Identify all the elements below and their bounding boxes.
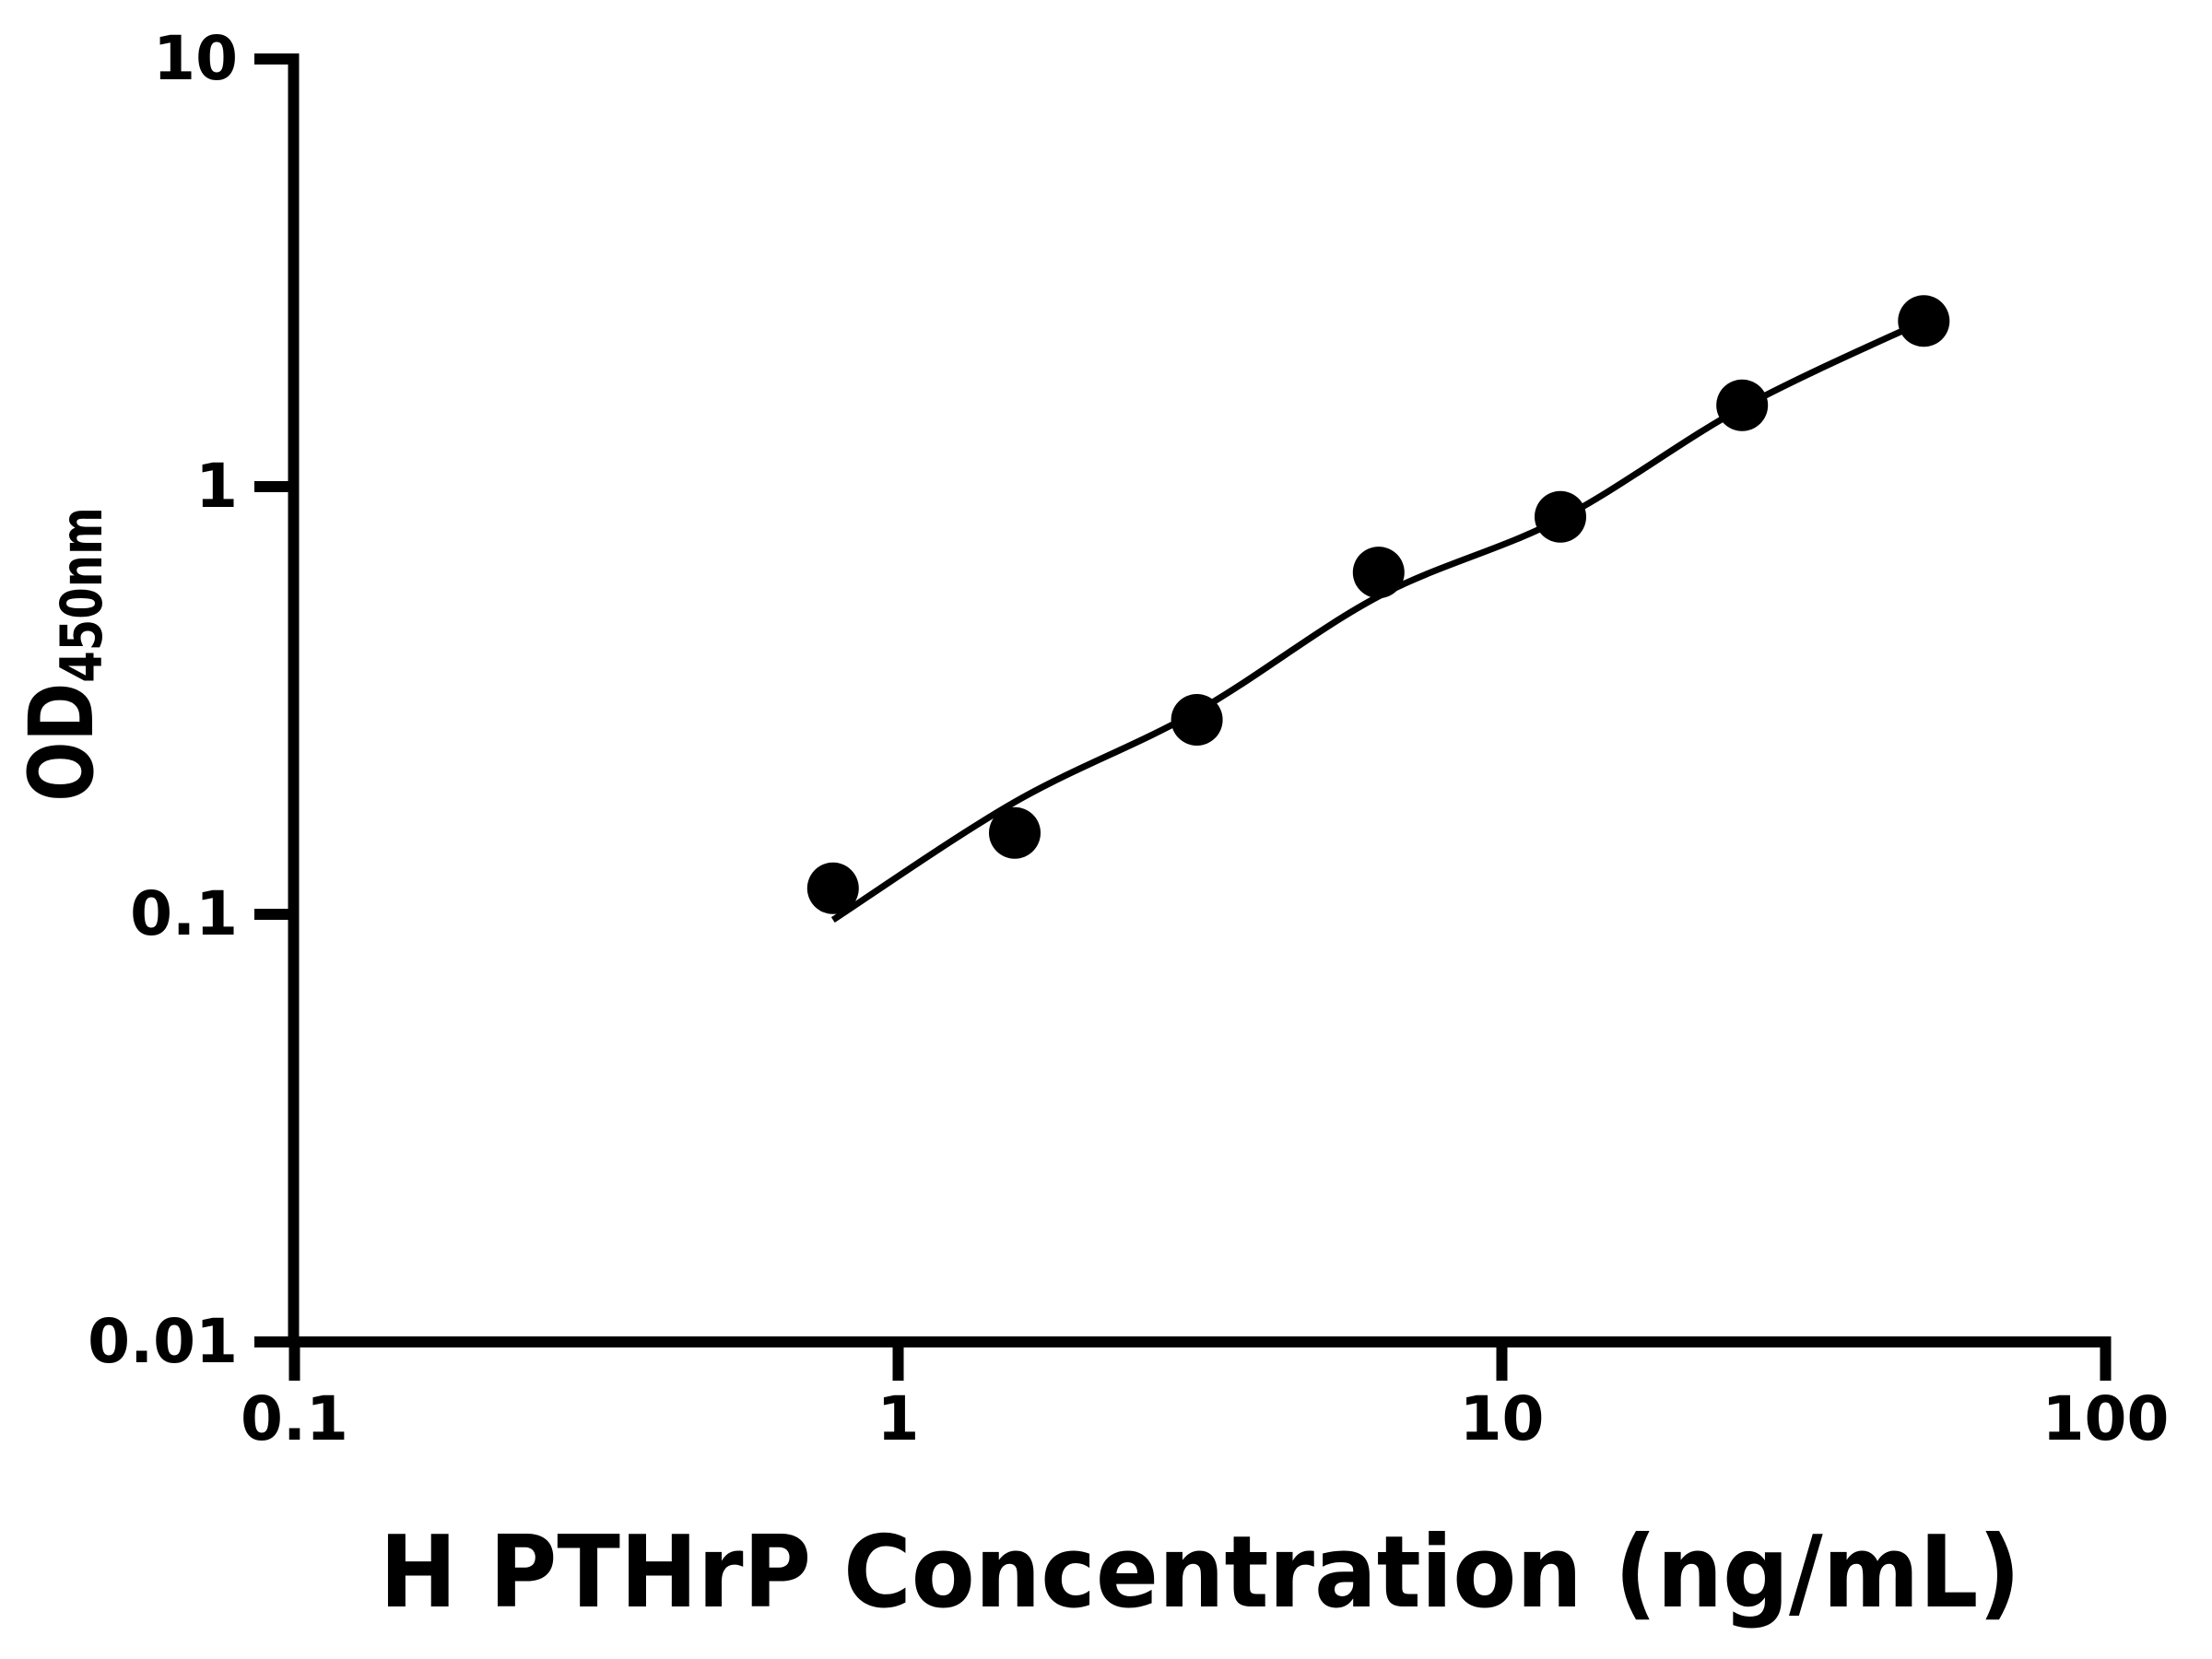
data-point <box>1171 694 1223 746</box>
data-point <box>1352 547 1405 599</box>
data-point <box>1898 295 1950 347</box>
y-tick-label: 0.01 <box>88 1306 238 1377</box>
y-tick-label: 10 <box>153 23 238 94</box>
y-axis-tick <box>254 481 294 492</box>
y-axis-spine <box>288 53 300 1347</box>
x-axis-tick <box>892 1342 904 1381</box>
x-axis-tick <box>1496 1342 1508 1381</box>
x-tick-label: 0.1 <box>241 1383 348 1454</box>
data-points-group <box>806 295 1950 914</box>
y-axis-title-subscript: 450nm <box>48 507 115 683</box>
x-tick-label: 100 <box>2041 1383 2170 1454</box>
x-axis-title: H PTHrP Concentration (ng/mL) <box>379 1515 2021 1630</box>
x-axis-tick <box>2100 1342 2112 1381</box>
y-axis-tick <box>254 909 294 920</box>
x-axis-tick <box>288 1342 300 1381</box>
y-tick-label: 1 <box>195 451 238 522</box>
data-point <box>1716 379 1769 431</box>
x-axis-spine <box>288 1336 2112 1347</box>
y-axis-tick <box>254 53 294 65</box>
data-point <box>989 806 1041 859</box>
data-point <box>806 862 859 914</box>
x-tick-label: 10 <box>1459 1383 1545 1454</box>
y-axis-tick <box>254 1336 294 1347</box>
y-axis-title-main: OD <box>10 682 113 802</box>
y-axis-title: OD450nm <box>10 507 126 802</box>
x-tick-label: 1 <box>877 1383 920 1454</box>
y-tick-label: 0.1 <box>130 878 238 949</box>
axes <box>254 53 2112 1381</box>
data-point <box>1535 490 1586 543</box>
